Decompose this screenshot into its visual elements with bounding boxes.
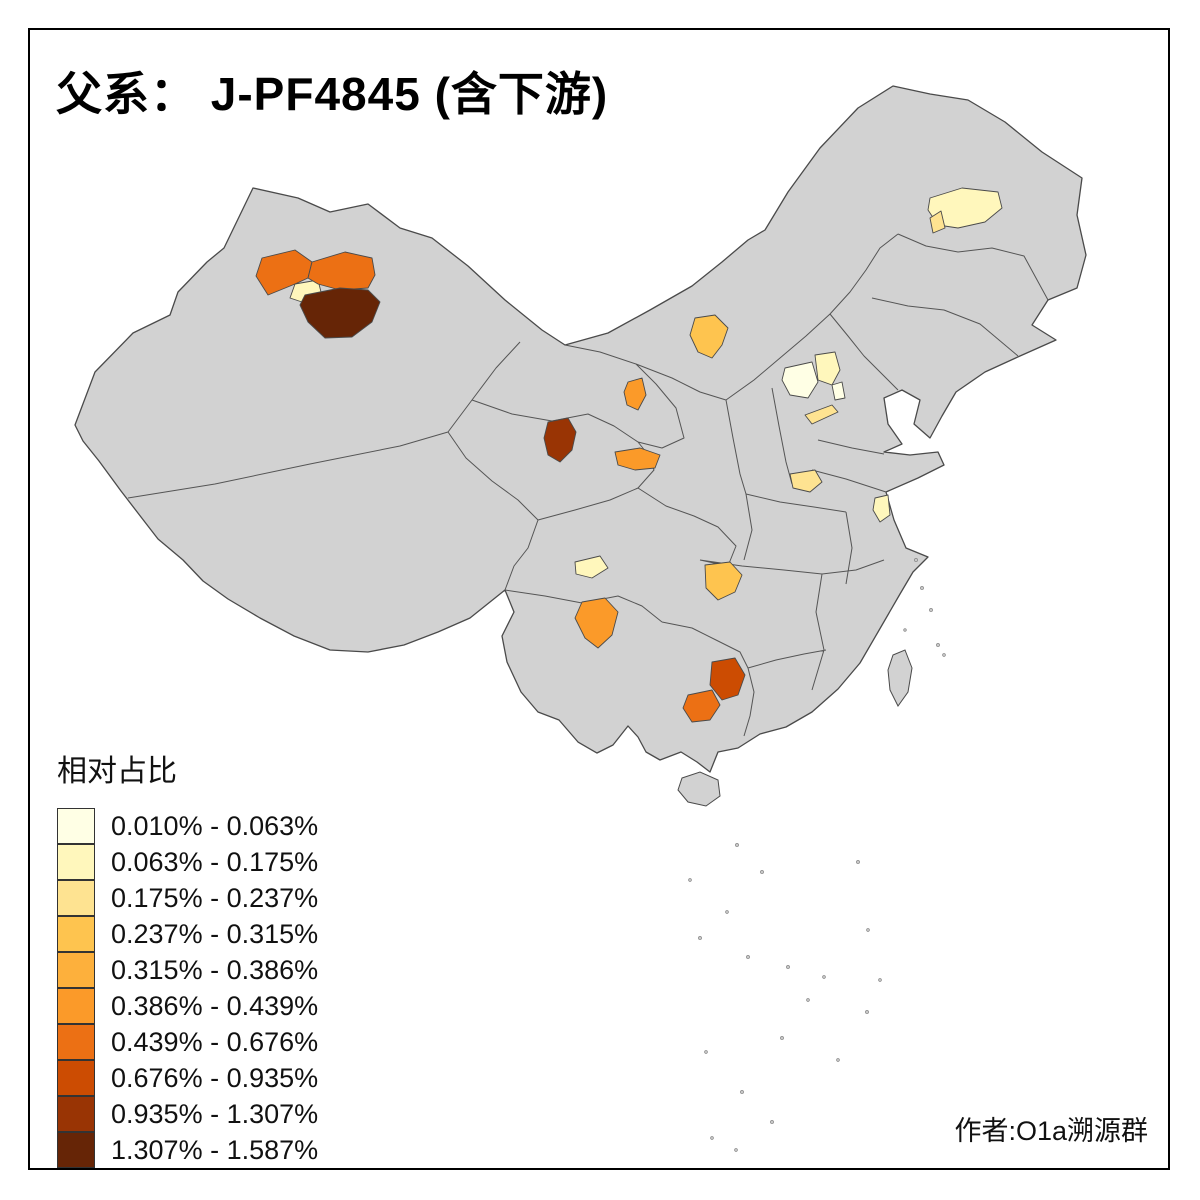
legend-row: 0.175% - 0.237%	[57, 880, 318, 916]
legend-label: 0.386% - 0.439%	[111, 990, 319, 1021]
legend-label: 0.315% - 0.386%	[111, 954, 319, 985]
hebei-patch-region	[781, 361, 819, 399]
legend-title: 相对占比	[57, 755, 177, 788]
hubei-patch-region	[704, 561, 743, 601]
legend-swatch	[57, 1024, 95, 1060]
legend-swatch	[57, 844, 95, 880]
legend-swatch	[57, 952, 95, 988]
legend-label: 0.175% - 0.237%	[111, 882, 319, 913]
page-title: 父系： J-PF4845 (含下游)	[56, 68, 609, 120]
legend-label: 0.935% - 1.307%	[111, 1098, 319, 1129]
tianjin-patch-region	[831, 381, 846, 401]
hunan-guangxi-dark-patch-region	[709, 657, 746, 701]
legend-swatch	[57, 988, 95, 1024]
legend-rows: 0.010% - 0.063% 0.063% - 0.175% 0.175% - 0…	[57, 808, 318, 1168]
legend-label: 0.676% - 0.935%	[111, 1062, 319, 1093]
shandong-patch-region	[804, 404, 839, 425]
legend-swatch	[57, 1132, 95, 1168]
guangxi-patch-region	[682, 689, 721, 723]
xinjiang-north-region	[307, 251, 376, 291]
legend-row: 0.010% - 0.063%	[57, 808, 318, 844]
author-credit: 作者:O1a溯源群	[954, 1116, 1148, 1146]
china-landmass	[74, 85, 1087, 773]
legend-row: 0.386% - 0.439%	[57, 988, 318, 1024]
legend-row: 0.315% - 0.386%	[57, 952, 318, 988]
hainan-island	[677, 771, 721, 807]
legend-row: 0.063% - 0.175%	[57, 844, 318, 880]
lanzhou-patch-region	[614, 447, 661, 471]
legend-swatch	[57, 1096, 95, 1132]
henan-patch-region	[789, 469, 823, 493]
legend-swatch	[57, 1060, 95, 1096]
legend-row: 0.237% - 0.315%	[57, 916, 318, 952]
legend-label: 0.237% - 0.315%	[111, 918, 319, 949]
legend-row: 1.307% - 1.587%	[57, 1132, 318, 1168]
inner-mongolia-patch-region	[689, 314, 729, 359]
heilongjiang-sliver-region	[929, 210, 946, 234]
legend-row: 0.935% - 1.307%	[57, 1096, 318, 1132]
legend-label: 1.307% - 1.587%	[111, 1134, 319, 1165]
legend-swatch	[57, 808, 95, 844]
gansu-patch-region	[623, 377, 647, 411]
legend-swatch	[57, 880, 95, 916]
xinjiang-ili-west-region	[255, 249, 313, 296]
legend: 相对占比 0.010% - 0.063% 0.063% - 0.175% 0.175…	[57, 746, 318, 1168]
heilongjiang-patch-region	[927, 187, 1003, 229]
xinjiang-south-dark-region	[299, 287, 381, 339]
jiangsu-patch-region	[872, 494, 891, 523]
legend-row: 0.439% - 0.676%	[57, 1024, 318, 1060]
legend-swatch	[57, 916, 95, 952]
small-islands	[688, 558, 946, 1152]
sichuan-patch-region	[574, 555, 609, 579]
taiwan-island	[887, 649, 913, 707]
legend-label: 0.010% - 0.063%	[111, 810, 319, 841]
legend-label: 0.063% - 0.175%	[111, 846, 319, 877]
legend-label: 0.439% - 0.676%	[111, 1026, 319, 1057]
legend-row: 0.676% - 0.935%	[57, 1060, 318, 1096]
beijing-patch-region	[814, 351, 841, 386]
sichuan-south-patch-region	[574, 597, 619, 649]
qinghai-patch-region	[543, 417, 577, 463]
